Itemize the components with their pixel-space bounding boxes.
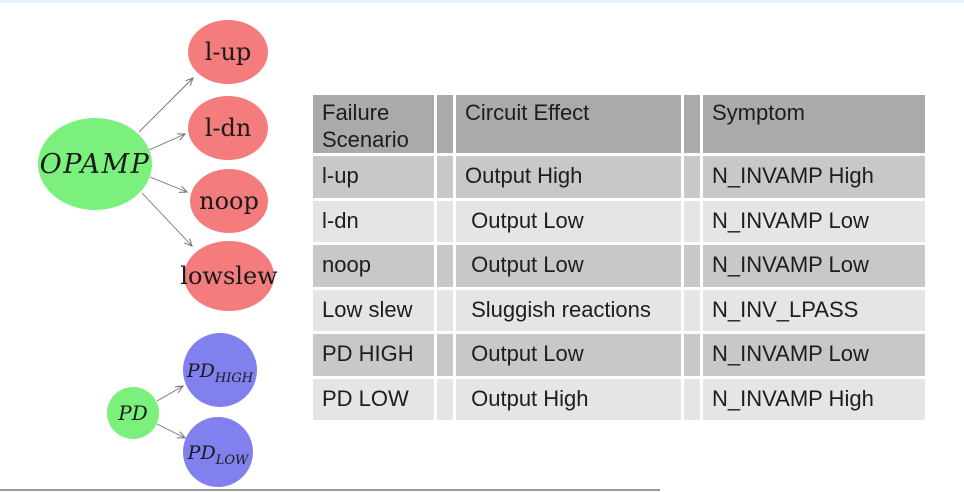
opamp-node bbox=[38, 118, 152, 210]
noop-node bbox=[190, 169, 268, 233]
header-symptom: Symptom bbox=[703, 95, 925, 153]
cell-effect: Output Low bbox=[456, 245, 681, 287]
cell-scenario: noop bbox=[313, 245, 434, 287]
cell-symptom: N_INV_LPASS bbox=[703, 289, 925, 331]
cell-spacer bbox=[684, 245, 700, 287]
cell-effect: Sluggish reactions bbox=[456, 289, 681, 331]
pdhigh-base: PD bbox=[186, 360, 215, 382]
pdlow-label: PDLOW bbox=[187, 442, 250, 468]
header-circuit-effect: Circuit Effect bbox=[456, 95, 681, 153]
edge-opamp-lup bbox=[138, 78, 193, 133]
cell-spacer bbox=[684, 289, 700, 331]
opamp-label: OPAMP bbox=[40, 149, 151, 180]
cell-effect: Output High bbox=[456, 156, 681, 198]
cell-symptom: N_INVAMP Low bbox=[703, 245, 925, 287]
bottom-edge-strip bbox=[0, 489, 660, 491]
failure-scenario-table: Failure Scenario Circuit Effect Symptom … bbox=[313, 95, 925, 420]
pdlow-node bbox=[183, 417, 253, 487]
cell-symptom: N_INVAMP Low bbox=[703, 334, 925, 376]
cell-symptom: N_INVAMP Low bbox=[703, 200, 925, 242]
lowslew-label: lowslew bbox=[180, 262, 278, 290]
cell-spacer bbox=[437, 334, 453, 376]
cell-symptom: N_INVAMP High bbox=[703, 156, 925, 198]
edge-opamp-ldn bbox=[148, 134, 185, 151]
cell-effect: Output Low bbox=[456, 334, 681, 376]
top-edge-strip bbox=[0, 0, 964, 3]
edge-opamp-lowslew bbox=[141, 192, 192, 246]
header-failure-scenario: Failure Scenario bbox=[313, 95, 434, 153]
pdlow-base: PD bbox=[187, 442, 216, 464]
ldn-label: l-dn bbox=[205, 114, 252, 142]
edge-pd-pdlow bbox=[156, 423, 185, 438]
header-spacer-2 bbox=[684, 95, 700, 153]
cell-scenario: l-dn bbox=[313, 200, 434, 242]
pdhigh-subscript: HIGH bbox=[214, 371, 254, 386]
cell-spacer bbox=[684, 200, 700, 242]
lup-label: l-up bbox=[205, 38, 252, 66]
ldn-node bbox=[188, 96, 268, 160]
cell-spacer bbox=[437, 156, 453, 198]
pd-label: PD bbox=[117, 401, 148, 425]
pd-node bbox=[107, 387, 159, 439]
lowslew-node bbox=[184, 241, 274, 311]
cell-effect: Output High bbox=[456, 378, 681, 420]
cell-spacer bbox=[437, 200, 453, 242]
cell-symptom: N_INVAMP High bbox=[703, 378, 925, 420]
cell-spacer bbox=[437, 289, 453, 331]
cell-spacer bbox=[684, 334, 700, 376]
edge-opamp-noop bbox=[149, 176, 187, 192]
edge-pd-pdhigh bbox=[156, 386, 183, 402]
cell-scenario: l-up bbox=[313, 156, 434, 198]
cell-scenario: Low slew bbox=[313, 289, 434, 331]
cell-spacer bbox=[437, 378, 453, 420]
noop-label: noop bbox=[199, 187, 259, 215]
cell-scenario: PD HIGH bbox=[313, 334, 434, 376]
cell-spacer bbox=[684, 378, 700, 420]
pdhigh-label: PDHIGH bbox=[186, 360, 254, 386]
fault-tree-diagram: OPAMP l-up l-dn noop lowslew PD PDHIGH P… bbox=[38, 20, 278, 487]
cell-spacer bbox=[684, 156, 700, 198]
cell-spacer bbox=[437, 245, 453, 287]
header-spacer-1 bbox=[437, 95, 453, 153]
pdhigh-node bbox=[183, 333, 257, 407]
cell-scenario: PD LOW bbox=[313, 378, 434, 420]
pdlow-subscript: LOW bbox=[215, 453, 250, 468]
cell-effect: Output Low bbox=[456, 200, 681, 242]
lup-node bbox=[188, 20, 268, 84]
